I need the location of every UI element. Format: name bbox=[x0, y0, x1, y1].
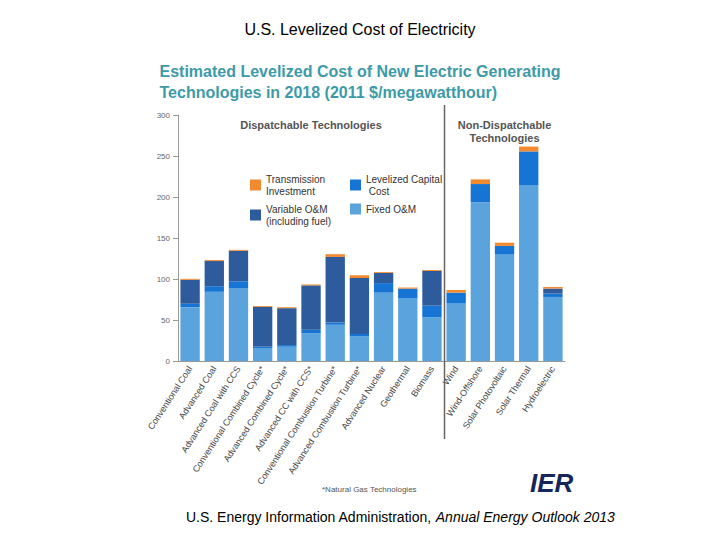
svg-text:Advanced Coal: Advanced Coal bbox=[176, 364, 219, 421]
svg-text:Technologies in 2018 (2011 $/m: Technologies in 2018 (2011 $/megawatthou… bbox=[160, 84, 498, 101]
svg-text:Advanced Combustion Turbine*: Advanced Combustion Turbine* bbox=[286, 364, 364, 476]
svg-text:Transmission: Transmission bbox=[266, 174, 328, 185]
svg-text:Wind-Offshore: Wind-Offshore bbox=[444, 364, 485, 419]
svg-text:Dispatchable Technologies: Dispatchable Technologies bbox=[240, 119, 382, 131]
svg-text:Estimated Levelized Cost of Ne: Estimated Levelized Cost of New Electric… bbox=[160, 63, 561, 80]
svg-text:300: 300 bbox=[157, 111, 171, 120]
svg-text:Advanced Nuclear: Advanced Nuclear bbox=[339, 364, 387, 431]
svg-text:0: 0 bbox=[166, 357, 171, 366]
svg-text:Advanced Combined Cycle*: Advanced Combined Cycle* bbox=[221, 364, 291, 464]
svg-text:Conventional Combustion Turbin: Conventional Combustion Turbine* bbox=[255, 364, 340, 487]
svg-text:U.S. Energy Information Admini: U.S. Energy Information Administration, bbox=[186, 509, 431, 525]
svg-text:Wind: Wind bbox=[441, 364, 461, 387]
svg-text:Cost: Cost bbox=[366, 186, 390, 197]
svg-text:50: 50 bbox=[161, 316, 170, 325]
svg-text:*Natural Gas Technologies: *Natural Gas Technologies bbox=[322, 485, 417, 494]
svg-text:150: 150 bbox=[157, 234, 171, 243]
svg-text:Technologies: Technologies bbox=[469, 132, 539, 144]
svg-text:Annual Energy Outlook 2013: Annual Energy Outlook 2013 bbox=[435, 509, 615, 525]
svg-text:Investment: Investment bbox=[266, 186, 315, 197]
svg-text:Advanced CC with CCS*: Advanced CC with CCS* bbox=[252, 364, 316, 453]
svg-text:U.S. Levelized Cost of Electri: U.S. Levelized Cost of Electricity bbox=[244, 21, 475, 38]
svg-text:Hydroelectric: Hydroelectric bbox=[520, 364, 557, 414]
svg-text:250: 250 bbox=[157, 152, 171, 161]
svg-text:Conventional Coal: Conventional Coal bbox=[146, 364, 194, 431]
svg-text:(including fuel): (including fuel) bbox=[266, 216, 331, 227]
svg-text:IER: IER bbox=[530, 468, 574, 498]
svg-text:Solar Photovoltaic: Solar Photovoltaic bbox=[461, 364, 509, 431]
svg-text:Biomass: Biomass bbox=[409, 364, 436, 399]
svg-text:Advanced Coal with CCS: Advanced Coal with CCS bbox=[179, 364, 243, 455]
svg-text:Fixed O&M: Fixed O&M bbox=[366, 204, 416, 215]
svg-text:Conventional Combined Cycle*: Conventional Combined Cycle* bbox=[190, 364, 267, 475]
svg-text:100: 100 bbox=[157, 275, 171, 284]
svg-text:Geothermal: Geothermal bbox=[378, 364, 412, 409]
svg-text:200: 200 bbox=[157, 193, 171, 202]
svg-text:Variable O&M: Variable O&M bbox=[266, 204, 330, 215]
svg-text:Levelized Capital: Levelized Capital bbox=[366, 174, 442, 185]
svg-text:Non-Dispatchable: Non-Dispatchable bbox=[458, 119, 552, 131]
svg-text:Solar Thermal: Solar Thermal bbox=[493, 364, 533, 417]
